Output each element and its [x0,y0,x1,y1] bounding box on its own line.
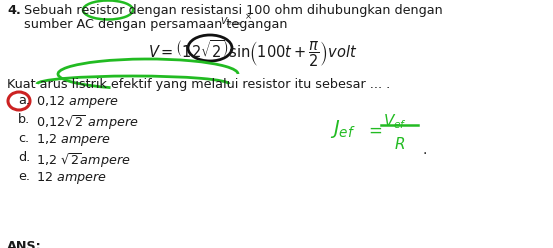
Text: ANS:: ANS: [7,240,41,248]
Text: sumber AC dengan persamaan tegangan: sumber AC dengan persamaan tegangan [24,18,288,31]
Text: e.: e. [18,170,30,183]
Text: Kuat arus listrik efektif yang melalui resistor itu sebesar ... .: Kuat arus listrik efektif yang melalui r… [7,78,390,91]
Text: $\mathit{0{,}12\sqrt{2}\ ampere}$: $\mathit{0{,}12\sqrt{2}\ ampere}$ [36,113,139,132]
Text: $R$: $R$ [394,136,405,152]
Text: $\mathit{1{,}2\ ampere}$: $\mathit{1{,}2\ ampere}$ [36,132,111,148]
Text: $=$: $=$ [365,121,382,139]
Text: b.: b. [18,113,30,126]
Text: $\mathit{0{,}12\ ampere}$: $\mathit{0{,}12\ ampere}$ [36,94,119,110]
Text: 4.: 4. [7,4,21,17]
Text: $\mathit{12\ ampere}$: $\mathit{12\ ampere}$ [36,170,107,186]
Text: $\times$: $\times$ [244,12,252,21]
Text: d.: d. [18,151,30,164]
Text: a.: a. [18,94,30,107]
Text: .: . [423,143,427,157]
Text: $J_{ef}$: $J_{ef}$ [330,118,356,140]
Text: c.: c. [18,132,29,145]
Text: Sebuah resistor dengan resistansi 100 ohm dihubungkan dengan: Sebuah resistor dengan resistansi 100 oh… [24,4,443,17]
Text: $V_{max}$: $V_{max}$ [220,16,242,29]
Text: $V = \left(12\sqrt{2}\right)\sin\!\left(100t + \dfrac{\pi}{2}\right)\mathit{volt: $V = \left(12\sqrt{2}\right)\sin\!\left(… [148,38,357,69]
Text: $V_{ef}$: $V_{ef}$ [383,112,407,131]
Text: $\mathit{1{,}2\ \sqrt{2}ampere}$: $\mathit{1{,}2\ \sqrt{2}ampere}$ [36,151,131,170]
